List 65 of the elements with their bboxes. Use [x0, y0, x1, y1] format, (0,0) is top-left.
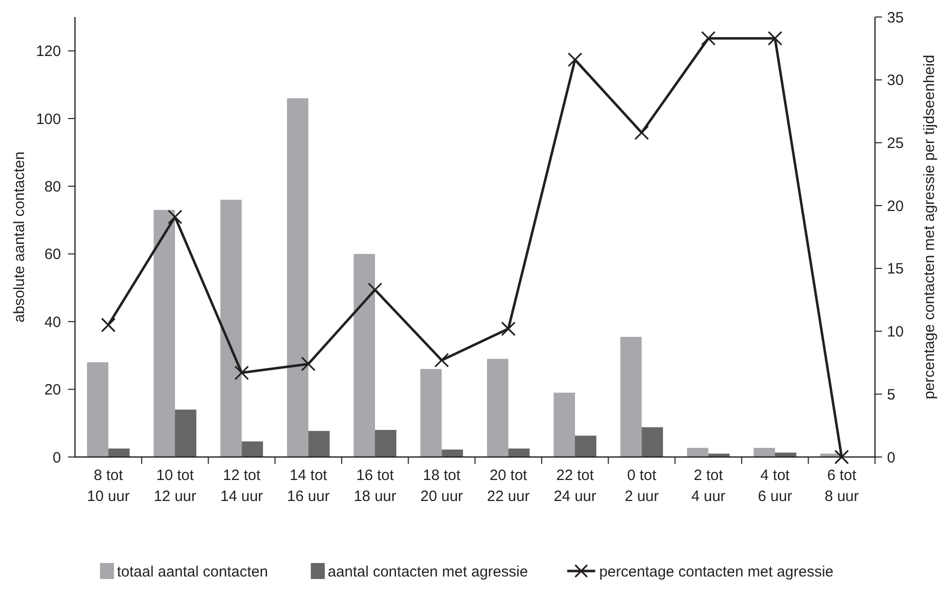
bar	[87, 362, 108, 457]
legend-label: aantal contacten met agressie	[328, 563, 528, 580]
y2-tick-label: 20	[887, 198, 904, 215]
x-tick-label: 4 tot 6 uur	[758, 467, 792, 505]
bar	[154, 210, 175, 457]
x-tick-label: 14 tot 16 uur	[287, 467, 330, 505]
point	[434, 352, 449, 368]
x-tick-label: 18 tot 20 uur	[420, 467, 463, 505]
y-tick-label: 100	[36, 110, 61, 128]
x-tick-label: 12 tot 14 uur	[220, 467, 263, 505]
y-tick-label: 40	[44, 314, 61, 331]
point	[701, 31, 716, 46]
bar	[287, 98, 308, 457]
y2-axis-title: percentage contacten met agressie per tijdseenheid	[921, 54, 938, 400]
bar	[375, 430, 396, 457]
bar	[442, 450, 463, 457]
x-tick-label: 10 tot 12 uur	[154, 467, 196, 505]
bar	[354, 254, 375, 457]
legend-label: totaal aantal contacten	[117, 563, 268, 580]
bar	[175, 410, 196, 457]
bar	[620, 336, 642, 457]
x-tick-label: 20 tot 22 uur	[487, 467, 530, 505]
point	[101, 318, 116, 332]
point	[234, 365, 249, 380]
bar	[420, 369, 442, 457]
bar	[108, 448, 130, 457]
point	[834, 450, 849, 464]
legend-label: percentage contacten met agressie	[599, 563, 834, 580]
y-axis-title: absolute aantal contacten	[11, 152, 28, 322]
y2-tick-label: 10	[887, 324, 904, 341]
x-tick-label: 2 tot 4 uur	[691, 467, 726, 505]
bar	[554, 392, 575, 457]
bar	[308, 430, 330, 457]
point	[568, 52, 582, 68]
point	[634, 125, 649, 140]
y-tick-label: 20	[44, 382, 61, 399]
y2-tick-label: 30	[887, 72, 904, 90]
x-tick-label: 8 tot 10 uur	[87, 467, 130, 505]
y-tick-label: 120	[36, 43, 61, 60]
x-tick-label: 16 tot 18 uur	[354, 467, 396, 505]
bar	[220, 200, 242, 457]
bar	[487, 358, 508, 457]
bar	[775, 452, 796, 457]
y2-tick-label: 0	[887, 449, 896, 466]
bar	[242, 441, 263, 457]
x-tick-label: 0 tot 2 uur	[624, 467, 659, 505]
bar	[575, 436, 596, 457]
bar	[508, 448, 530, 457]
y-tick-label: 80	[44, 178, 61, 196]
point	[501, 321, 516, 336]
y2-tick-label: 25	[887, 134, 904, 152]
y2-tick-label: 15	[887, 260, 904, 278]
x-tick-label: 22 tot 24 uur	[554, 467, 596, 505]
bar	[642, 427, 663, 457]
y2-tick-label: 5	[887, 386, 896, 404]
bar	[754, 448, 775, 457]
point	[168, 210, 182, 224]
point	[368, 282, 382, 298]
x-tick-label: 6 tot 8 uur	[824, 467, 859, 505]
point	[301, 356, 316, 372]
y2-tick-label: 35	[887, 9, 904, 26]
point	[768, 31, 782, 46]
y-tick-label: 60	[44, 246, 61, 264]
y-tick-label: 0	[52, 449, 61, 466]
bar	[687, 448, 708, 457]
